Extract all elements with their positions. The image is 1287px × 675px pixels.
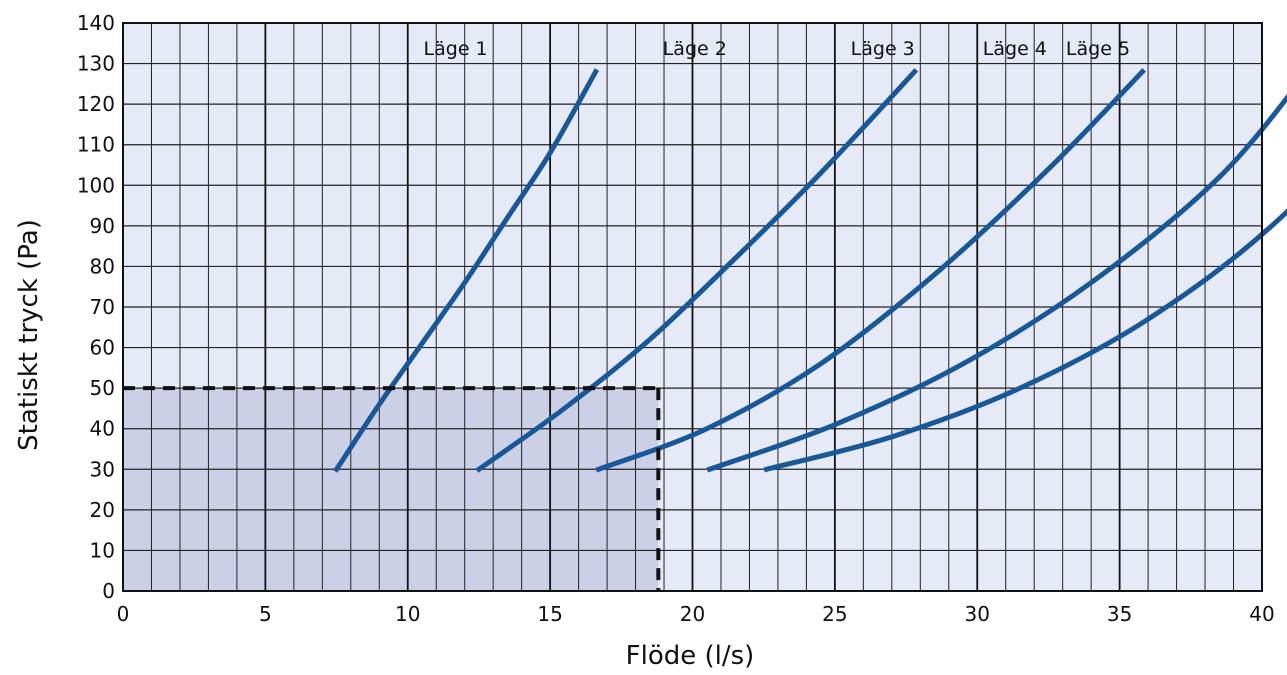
y-tick-label: 80 [90, 254, 115, 278]
series-line-lage-2 [475, 68, 919, 473]
tick-labels: 0 10 20 30 40 50 60 70 80 90 100 110 120 130 140 0 5 10 15… [77, 11, 1275, 626]
series-line-lage-4 [706, 93, 1287, 473]
series-label-lage-5: Läge 5 [1066, 38, 1130, 60]
y-tick-label: 0 [102, 579, 115, 603]
y-tick-label: 120 [77, 92, 115, 116]
series-lines [333, 68, 1287, 473]
x-tick-label: 35 [1107, 602, 1132, 626]
x-tick-label: 20 [680, 602, 705, 626]
y-tick-label: 20 [90, 498, 115, 522]
x-tick-label: 15 [537, 602, 562, 626]
y-tick-label: 50 [90, 376, 115, 400]
y-tick-label: 60 [90, 336, 115, 360]
y-tick-label: 140 [77, 11, 115, 35]
series-label-lage-4: Läge 4 [983, 38, 1047, 60]
y-tick-label: 110 [77, 133, 115, 157]
y-tick-label: 40 [90, 417, 115, 441]
series-label-lage-3: Läge 3 [851, 38, 915, 60]
grid-lines [122, 22, 1263, 592]
y-tick-label: 90 [90, 214, 115, 238]
highlight-area [123, 388, 659, 591]
y-tick-label: 10 [90, 538, 115, 562]
series-line-lage-5 [763, 208, 1287, 473]
highlight-region [123, 388, 659, 591]
x-tick-label: 30 [965, 602, 990, 626]
x-tick-label: 40 [1249, 602, 1274, 626]
plot-frame-border [122, 22, 1263, 592]
plot-frame [122, 22, 1263, 592]
series-line-lage-1 [333, 68, 600, 473]
series-label-lage-1: Läge 1 [424, 38, 488, 60]
series-label-lage-2: Läge 2 [663, 38, 727, 60]
y-tick-label: 30 [90, 457, 115, 481]
x-tick-label: 5 [259, 602, 272, 626]
x-tick-label: 0 [117, 602, 130, 626]
y-tick-label: 100 [77, 173, 115, 197]
x-tick-label: 25 [822, 602, 847, 626]
y-axis-title: Statiskt tryck (Pa) [14, 219, 44, 451]
series-line-lage-3 [595, 68, 1146, 473]
y-tick-label: 130 [77, 52, 115, 76]
y-tick-label: 70 [90, 295, 115, 319]
x-axis-title: Flöde (l/s) [626, 641, 755, 671]
series-labels: Läge 1 Läge 2 Läge 3 Läge 4 Läge 5 [424, 38, 1131, 60]
highlight-dashed-border [123, 386, 661, 591]
x-tick-label: 10 [395, 602, 420, 626]
